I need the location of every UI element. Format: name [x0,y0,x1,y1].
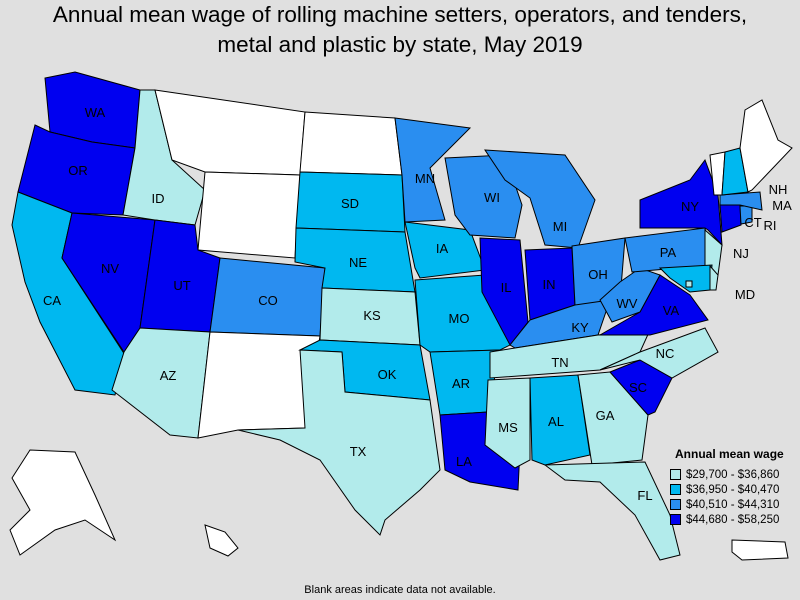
state-label-la: LA [456,454,472,469]
state-hi [204,524,239,557]
state-label-or: OR [68,163,88,178]
legend-swatch [670,514,681,525]
map-title: Annual mean wage of rolling machine sett… [52,2,748,57]
state-label-fl: FL [637,488,652,503]
state-label-ca: CA [43,293,61,308]
state-mn [394,117,472,223]
state-label-al: AL [548,414,564,429]
legend-item: $29,700 - $36,860 [670,467,798,482]
state-label-wi: WI [484,190,500,205]
state-label-co: CO [258,293,278,308]
state-ma [719,191,763,211]
state-md [658,264,713,293]
state-label-ky: KY [571,320,589,335]
legend-item: $40,510 - $44,310 [670,497,798,512]
state-label-nv: NV [101,261,119,276]
state-label-ok: OK [378,367,397,382]
state-pr [731,539,789,561]
state-ia [404,221,486,279]
state-mt [154,89,306,176]
state-label-in: IN [543,277,556,292]
state-label-nh: NH [769,182,788,197]
state-nc [599,327,719,379]
state-label-ms: MS [498,420,518,435]
state-wv [599,267,661,323]
state-label-nc: NC [656,346,675,361]
state-label-ri: RI [764,218,777,233]
state-al [529,374,591,466]
state-label-wv: WV [617,296,638,311]
state-label-az: AZ [160,368,177,383]
state-me [739,99,793,193]
state-label-ga: GA [596,408,615,423]
state-ms [484,377,531,469]
legend-label: $44,680 - $58,250 [686,513,780,526]
state-mi [484,149,596,249]
state-label-va: VA [663,303,680,318]
legend-swatch [670,499,681,510]
state-wy [197,171,301,259]
state-de [709,264,719,291]
state-label-nj: NJ [733,246,749,261]
state-label-ct: CT [744,215,761,230]
state-label-il: IL [501,280,512,295]
legend-item: $44,680 - $58,250 [670,512,798,527]
state-tx [237,349,441,536]
state-label-pa: PA [660,245,677,260]
footnote: Blank areas indicate data not available. [304,584,496,596]
state-dc [685,280,693,288]
state-label-ne: NE [349,255,367,270]
legend-item: $36,950 - $40,470 [670,482,798,497]
legend-swatch [670,469,681,480]
state-ct [719,204,742,233]
legend-title: Annual mean wage [675,447,784,461]
state-label-mo: MO [449,311,470,326]
state-label-md: MD [735,287,755,302]
state-label-ks: KS [363,308,381,323]
legend: Annual mean wage $29,700 - $36,860 $36,9… [670,447,798,527]
legend-label: $40,510 - $44,310 [686,498,780,511]
state-fl [543,461,681,561]
state-sc [609,359,673,416]
state-nd [299,111,403,176]
state-label-tn: TN [551,355,568,370]
state-label-oh: OH [588,267,608,282]
state-nm [197,331,321,439]
legend-label: $29,700 - $36,860 [686,468,780,481]
state-label-ut: UT [173,278,190,293]
state-label-sc: SC [629,380,647,395]
legend-swatch [670,484,681,495]
state-label-mi: MI [553,219,567,234]
state-label-ia: IA [436,241,449,256]
state-label-id: ID [152,191,165,206]
legend-label: $36,950 - $40,470 [686,483,780,496]
state-label-sd: SD [341,196,359,211]
state-label-ar: AR [452,376,470,391]
state-label-ny: NY [681,199,699,214]
state-label-tx: TX [350,444,367,459]
state-ak [9,449,117,556]
state-label-ma: MA [772,198,792,213]
state-label-wa: WA [85,105,106,120]
state-label-mn: MN [415,171,435,186]
